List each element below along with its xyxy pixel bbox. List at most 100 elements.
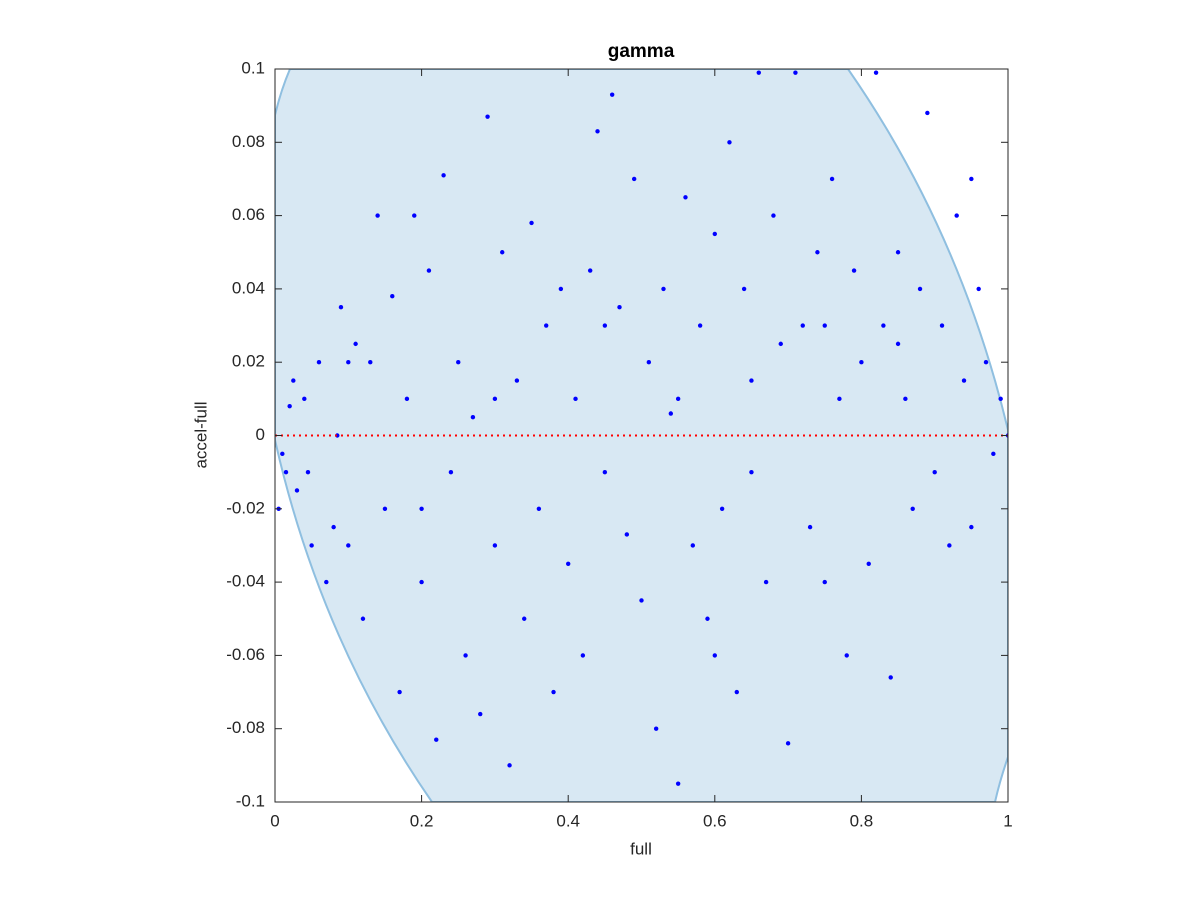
- point: [624, 532, 630, 537]
- point: [302, 396, 307, 402]
- point: [544, 323, 549, 328]
- point: [851, 268, 857, 273]
- point: [353, 341, 358, 347]
- point: [734, 689, 739, 695]
- point: [485, 114, 490, 119]
- point: [866, 561, 871, 566]
- y-tick-label: -0.1: [236, 791, 265, 810]
- point: [375, 213, 380, 218]
- point: [895, 341, 901, 347]
- point: [859, 360, 864, 365]
- point: [335, 433, 340, 438]
- point: [749, 469, 754, 475]
- point: [844, 653, 849, 658]
- point: [470, 414, 476, 420]
- point: [287, 403, 292, 409]
- point: [837, 396, 842, 402]
- point: [873, 70, 879, 75]
- point: [661, 286, 666, 292]
- point: [331, 524, 336, 530]
- point: [441, 173, 446, 178]
- x-tick-label: 0.2: [410, 811, 434, 830]
- point: [976, 286, 981, 292]
- point: [492, 396, 498, 402]
- point: [675, 396, 681, 402]
- point: [617, 305, 622, 310]
- point: [683, 195, 688, 200]
- point: [675, 781, 681, 786]
- point: [283, 469, 289, 475]
- point: [741, 286, 747, 292]
- y-tick-label: 0.08: [232, 132, 265, 151]
- point: [309, 543, 314, 548]
- point: [338, 305, 344, 310]
- point: [646, 360, 652, 365]
- point: [305, 469, 311, 475]
- point: [815, 250, 820, 255]
- point: [522, 616, 527, 621]
- y-tick-label: 0.06: [232, 205, 265, 224]
- point: [778, 341, 783, 347]
- point: [947, 543, 952, 548]
- point: [390, 294, 395, 299]
- x-tick-label: 0.4: [556, 811, 580, 830]
- point: [712, 653, 717, 658]
- point: [961, 378, 967, 383]
- x-tick-label: 0.6: [703, 811, 727, 830]
- point: [529, 220, 534, 226]
- point: [954, 213, 959, 218]
- point: [294, 488, 300, 493]
- point: [690, 543, 696, 548]
- y-axis-label: accel-full: [191, 401, 210, 468]
- point: [771, 213, 776, 218]
- chart-title: gamma: [608, 41, 675, 62]
- point: [939, 323, 945, 328]
- y-tick-label: -0.02: [226, 498, 265, 517]
- point: [346, 360, 351, 365]
- point: [800, 323, 805, 328]
- point: [419, 506, 424, 511]
- point: [785, 741, 791, 746]
- point: [602, 469, 608, 475]
- point: [829, 176, 835, 182]
- point: [368, 360, 373, 365]
- point: [478, 711, 483, 717]
- point: [492, 543, 498, 548]
- point: [463, 653, 468, 658]
- y-tick-label: 0: [256, 425, 265, 444]
- point: [500, 250, 505, 255]
- y-tick-label: 0.02: [232, 352, 265, 371]
- point: [983, 360, 989, 365]
- y-tick-label: 0.04: [232, 278, 265, 297]
- point: [969, 524, 974, 530]
- point: [653, 726, 659, 731]
- point: [639, 598, 644, 603]
- point: [917, 286, 923, 292]
- point: [881, 323, 886, 328]
- point: [991, 451, 996, 457]
- point: [316, 360, 322, 365]
- point: [434, 737, 439, 742]
- point: [756, 70, 761, 75]
- point: [932, 469, 937, 475]
- point: [514, 378, 520, 383]
- point: [456, 360, 461, 365]
- point: [697, 323, 703, 328]
- point: [705, 616, 710, 621]
- point: [580, 653, 586, 658]
- point: [507, 763, 512, 768]
- point: [448, 469, 454, 475]
- point: [749, 378, 754, 383]
- point: [609, 92, 615, 97]
- point: [404, 396, 410, 402]
- point: [412, 213, 417, 218]
- point: [602, 323, 608, 328]
- x-tick-label: 0: [270, 811, 279, 830]
- point: [895, 250, 901, 255]
- point: [903, 396, 908, 402]
- x-tick-label: 0.8: [850, 811, 874, 830]
- point: [397, 689, 402, 695]
- point: [998, 396, 1003, 402]
- point: [536, 506, 542, 511]
- point: [551, 689, 556, 695]
